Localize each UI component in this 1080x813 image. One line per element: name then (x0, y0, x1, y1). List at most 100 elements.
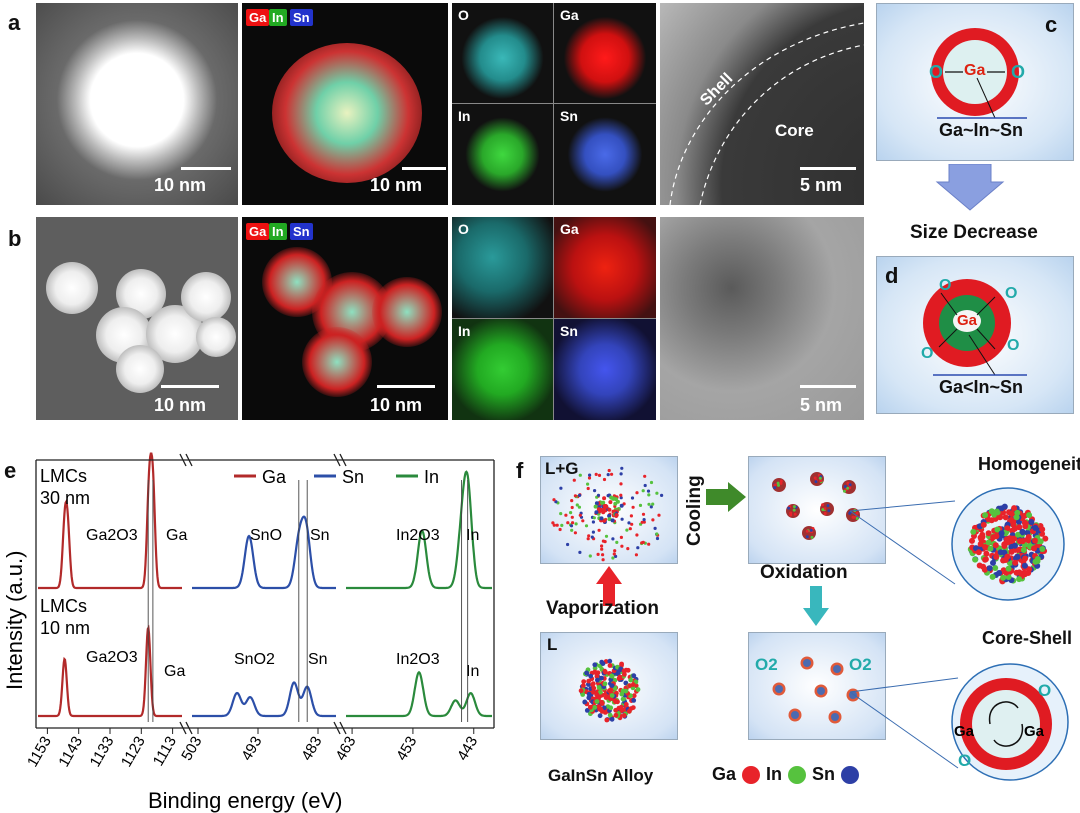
atom (977, 541, 984, 547)
atom (555, 523, 559, 527)
atom (578, 513, 582, 517)
element-maps-b: O Ga In Sn (452, 217, 656, 420)
arrow (938, 328, 958, 348)
map-sn: Sn (554, 104, 656, 205)
legend-sn-text: Sn (812, 764, 836, 784)
atom (626, 547, 630, 551)
annot-ga2o3-top: Ga2O3 (86, 527, 138, 544)
cooling-label: Cooling (684, 475, 705, 547)
atom (570, 515, 574, 519)
x-tick-label: 1133 (87, 734, 118, 770)
pointer-line (968, 334, 996, 376)
atom (609, 673, 614, 679)
particle-core (775, 685, 783, 693)
atom (584, 524, 589, 528)
map-o: O (452, 3, 554, 104)
atom (625, 528, 629, 532)
atom (998, 530, 1005, 537)
atom (1011, 525, 1018, 532)
atom (1019, 528, 1026, 535)
atom (776, 481, 780, 485)
core-shell-zoom: Ga Ga O O (850, 663, 1069, 781)
annot-in-top: In (466, 527, 479, 544)
annot-in2o3-top: In2O3 (396, 527, 440, 544)
atom (597, 528, 601, 532)
atom (607, 468, 611, 473)
atom (1037, 538, 1044, 545)
alloy-label: GaInSn Alloy (548, 766, 654, 785)
annot-ga2o3-bottom: Ga2O3 (86, 649, 138, 666)
atom (594, 501, 599, 506)
spectrum-sn (192, 681, 336, 718)
atom (600, 544, 604, 548)
atom (578, 550, 582, 554)
atom (588, 673, 594, 679)
atom (609, 495, 614, 500)
atom (623, 688, 629, 694)
atom (591, 520, 595, 524)
atom (779, 479, 783, 483)
nanoparticle (46, 262, 98, 314)
scale-bar-label: 10 nm (154, 395, 207, 415)
map-sn: Sn (554, 319, 656, 420)
atom (1008, 548, 1015, 555)
spectrum-ga (38, 624, 182, 718)
atom (620, 696, 626, 702)
atom (601, 705, 607, 711)
hrtem-image-b: 5 nm (660, 217, 864, 420)
atom (586, 691, 592, 697)
oxygen-label: O (958, 751, 971, 770)
cooled-particles (772, 472, 860, 540)
atom (642, 518, 646, 522)
atom (818, 476, 822, 480)
atom (660, 493, 664, 497)
atom (580, 692, 586, 697)
shell-boundary (669, 22, 864, 205)
homogeneity-zoom (850, 487, 1065, 601)
diffusion-arrow (993, 723, 1024, 747)
map-label-sn: Sn (560, 323, 578, 339)
atom (1001, 503, 1008, 510)
atom (600, 500, 605, 505)
core-shell-label: Core-Shell (982, 628, 1073, 648)
atom-legend: Ga In Sn (712, 764, 860, 785)
atom (622, 672, 627, 677)
atom (989, 573, 996, 580)
o2-label-right: O2 (849, 655, 872, 674)
vaporization-label: Vaporization (546, 598, 659, 619)
atom (982, 556, 989, 563)
atom (619, 482, 623, 486)
atom (607, 712, 613, 718)
atom (569, 511, 573, 515)
atom (586, 695, 592, 701)
atom (592, 516, 596, 520)
atom (988, 517, 995, 524)
core-circle (953, 310, 981, 332)
particle-core (831, 713, 839, 721)
atom (592, 669, 598, 675)
atom (1003, 536, 1010, 543)
atom (592, 662, 598, 668)
atom (805, 529, 809, 533)
atom (607, 507, 612, 512)
atom (621, 668, 627, 674)
atom (1028, 519, 1035, 525)
atom (982, 544, 989, 550)
atom (570, 528, 574, 532)
atom (597, 713, 603, 719)
atom (647, 493, 651, 497)
atom (612, 552, 616, 556)
atom (827, 509, 831, 513)
atom (571, 521, 575, 525)
atom (1012, 542, 1018, 549)
tag-in: In (269, 223, 287, 240)
map-label-in: In (458, 108, 471, 124)
atom (978, 536, 985, 543)
size-decrease-label: Size Decrease (910, 222, 1038, 243)
atom (626, 708, 632, 714)
composition-formula: Ga~In~Sn (939, 120, 1024, 140)
map-label-sn: Sn (560, 108, 578, 124)
x-tick-label: 1153 (24, 734, 55, 770)
atom (1012, 559, 1019, 566)
atom (619, 472, 623, 476)
